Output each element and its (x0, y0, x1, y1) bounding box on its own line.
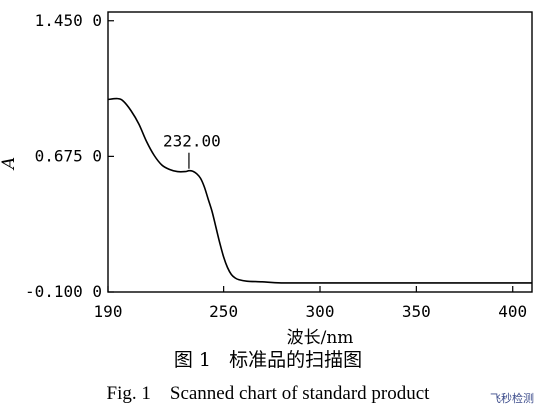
series-layer (107, 97, 532, 284)
peak-annotation-label: 232.00 (163, 132, 221, 151)
x-tick-label: 350 (402, 302, 431, 321)
y-axis-ticks: -0.100 0 0.675 0 1.450 0 (25, 11, 114, 301)
figure-caption-english: Fig. 1 Scanned chart of standard product (107, 383, 431, 404)
plot-frame (107, 11, 533, 293)
annotation-layer: 232.00 (163, 132, 221, 169)
y-tick-label: 1.450 0 (35, 11, 102, 30)
figure-caption-chinese: 图 1 标准品的扫描图 (174, 349, 362, 371)
x-tick-label: 400 (498, 302, 527, 321)
x-tick-label: 250 (209, 302, 238, 321)
y-tick-label: -0.100 0 (25, 282, 102, 301)
plot-border (107, 11, 533, 293)
x-tick-label: 300 (306, 302, 335, 321)
watermark-text: 飞秒检测 (490, 391, 534, 405)
x-axis-ticks: 190 250 300 350 400 (94, 286, 527, 321)
x-tick-label: 190 (94, 302, 123, 321)
x-axis-label: 波长/nm (287, 328, 354, 348)
y-tick-label: 0.675 0 (35, 146, 102, 165)
y-axis-label: A (0, 157, 19, 171)
absorbance-curve (107, 97, 532, 284)
